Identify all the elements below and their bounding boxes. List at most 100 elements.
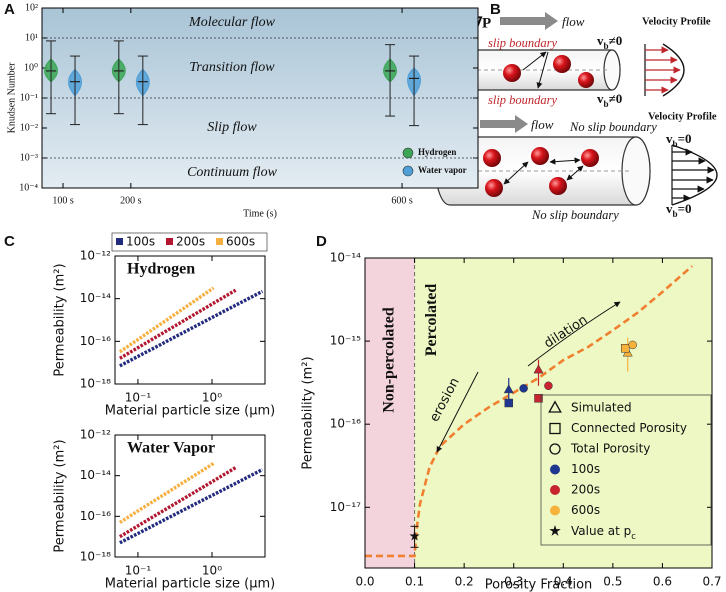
x-tick-label: 0.7 bbox=[702, 575, 721, 589]
point bbox=[504, 398, 514, 408]
particle bbox=[578, 72, 594, 88]
y-tick-label: 10⁻¹⁶ bbox=[330, 417, 361, 431]
y-tick-label: 10⁻² bbox=[20, 122, 38, 133]
legend-label: Connected Porosity bbox=[571, 421, 687, 435]
x-axis-label: Material particle size (μm) bbox=[105, 404, 276, 419]
point bbox=[533, 364, 544, 374]
region-label: Slip flow bbox=[207, 120, 257, 135]
plot-frame bbox=[114, 434, 266, 558]
path-arrow bbox=[536, 51, 549, 89]
legend-label-main: Value at p bbox=[571, 524, 631, 538]
chart-title: Water Vapor bbox=[127, 440, 215, 457]
point-series bbox=[119, 468, 264, 545]
legend-marker bbox=[549, 422, 561, 435]
profile-title: Velocity Profile bbox=[648, 111, 717, 122]
y-tick-label: 10¹ bbox=[25, 32, 38, 43]
boundary-label: No slip boundary bbox=[569, 120, 657, 134]
velocity-label-main: v bbox=[666, 131, 673, 146]
panel-label: B bbox=[490, 1, 501, 18]
point-series bbox=[118, 461, 215, 524]
legend-marker bbox=[402, 147, 414, 159]
x-tick-label: 0.4 bbox=[554, 575, 573, 589]
point-series bbox=[119, 289, 264, 368]
y-axis-label: Permeability (m²) bbox=[53, 263, 68, 376]
flow-label: flow bbox=[531, 117, 554, 132]
y-tick-label: 10⁻⁴ bbox=[19, 182, 38, 193]
y-tick-label: 10⁻¹⁸ bbox=[80, 550, 111, 564]
legend-frame bbox=[111, 232, 268, 252]
legend-marker bbox=[216, 238, 223, 245]
diagram-b: ∇P flow Velocity Profile slip boundary s… bbox=[435, 12, 718, 222]
legend-label: 200s bbox=[176, 235, 205, 249]
x-tick-label: 10⁻¹ bbox=[125, 391, 152, 405]
region-label: Percolated bbox=[423, 284, 440, 357]
point bbox=[409, 530, 420, 541]
y-tick-label: 10⁻¹⁸ bbox=[80, 377, 111, 391]
region bbox=[414, 258, 712, 568]
point bbox=[544, 381, 553, 391]
x-tick-label: 0.5 bbox=[603, 575, 622, 589]
y-tick-label: 10⁰ bbox=[24, 62, 38, 73]
y-tick-label: 10⁻¹ bbox=[20, 92, 38, 103]
region bbox=[365, 258, 415, 568]
legend-label: Simulated bbox=[571, 401, 632, 415]
legend-label: 100s bbox=[571, 462, 600, 476]
velocity-label-main: v bbox=[597, 33, 604, 48]
velocity-label: vb=0 bbox=[666, 131, 691, 149]
y-axis-label: Permeability (m²) bbox=[53, 439, 68, 552]
y-tick-label: 10² bbox=[25, 2, 38, 13]
legend-frame bbox=[540, 394, 712, 546]
legend-label: 600s bbox=[571, 503, 600, 517]
x-tick-label: 0.0 bbox=[355, 575, 374, 589]
path-arrow bbox=[549, 157, 581, 165]
particle bbox=[503, 64, 521, 82]
point-series bbox=[118, 466, 237, 539]
plot-frame bbox=[114, 255, 266, 385]
plot-frame bbox=[41, 7, 479, 189]
legend-label: Total Porosity bbox=[570, 442, 650, 456]
point bbox=[628, 340, 637, 350]
x-tick-label: 100 s bbox=[52, 195, 74, 206]
plot-frame bbox=[364, 257, 713, 569]
x-axis-label: Material particle size (μm) bbox=[105, 577, 276, 592]
legend-label: Water vapor bbox=[418, 165, 467, 175]
profile-arrows bbox=[672, 148, 715, 202]
chart-title: Hydrogen bbox=[127, 261, 195, 278]
x-tick-label: 0.2 bbox=[455, 575, 474, 589]
x-tick-label: 0.1 bbox=[405, 575, 424, 589]
point bbox=[519, 384, 528, 393]
x-tick-label: 600 s bbox=[391, 195, 413, 206]
velocity-label-tail: ≠0 bbox=[609, 33, 623, 48]
legend-label: 200s bbox=[571, 483, 600, 497]
legend-marker bbox=[550, 464, 560, 475]
velocity-label-sub: b bbox=[604, 99, 609, 109]
velocity-label: vb≠0 bbox=[597, 91, 622, 109]
profile-curve bbox=[671, 144, 718, 206]
profile-arrows bbox=[645, 46, 681, 94]
x-tick-label: 0.3 bbox=[504, 575, 523, 589]
y-tick-label: 10⁻¹⁴ bbox=[80, 468, 111, 482]
path-arrow bbox=[503, 161, 529, 185]
y-tick-label: 10⁻¹⁵ bbox=[330, 334, 361, 348]
velocity-label: vb=0 bbox=[666, 201, 691, 219]
legend-label: Hydrogen bbox=[418, 147, 456, 157]
legend-label: Value at pc bbox=[571, 524, 636, 541]
plot-background bbox=[115, 256, 265, 384]
legend-marker bbox=[549, 443, 561, 455]
velocity-label-tail: =0 bbox=[678, 131, 692, 146]
velocity-label-main: v bbox=[597, 91, 604, 106]
x-tick-label: 10⁻¹ bbox=[125, 564, 152, 578]
x-axis-label: Time (s) bbox=[243, 208, 277, 219]
legend-label: 100s bbox=[126, 235, 155, 249]
flow-arrow bbox=[500, 12, 558, 30]
panel-label: C bbox=[4, 233, 15, 250]
path-arrow bbox=[522, 51, 547, 71]
flow-label: flow bbox=[562, 14, 585, 29]
legend-label: 600s bbox=[226, 235, 255, 249]
legend-marker bbox=[402, 165, 414, 177]
profile-title: Velocity Profile bbox=[642, 16, 711, 27]
x-tick-label: 0.6 bbox=[653, 575, 672, 589]
particle bbox=[483, 149, 501, 167]
